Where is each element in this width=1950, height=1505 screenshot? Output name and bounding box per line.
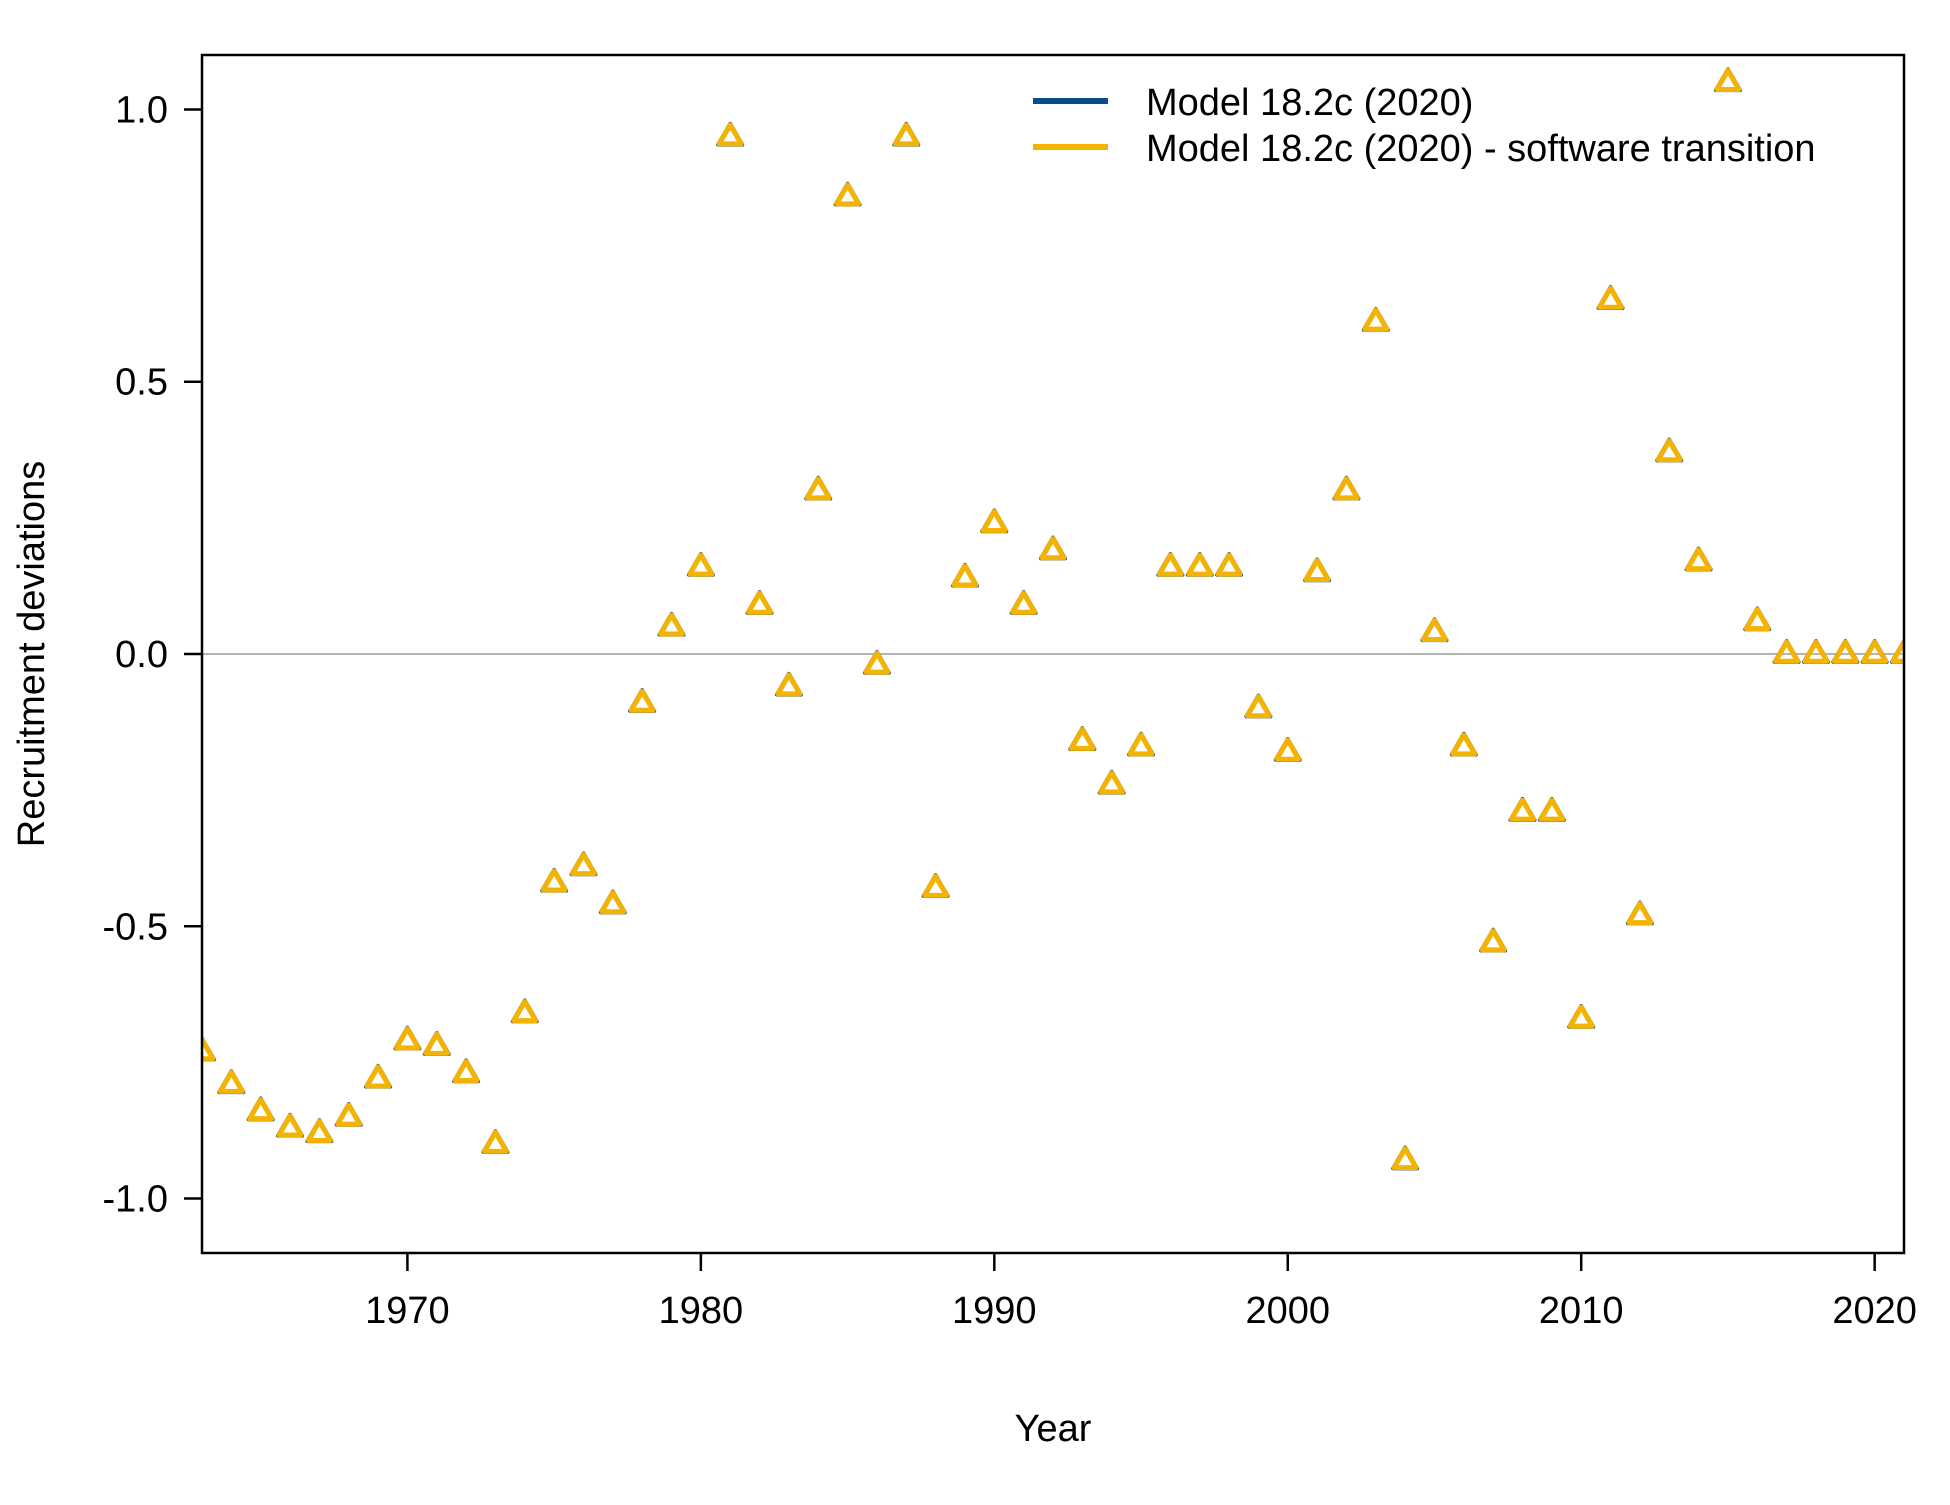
y-tick-label: -0.5 bbox=[103, 906, 168, 948]
x-tick-label: 2020 bbox=[1832, 1290, 1917, 1332]
data-point-series-2 bbox=[1773, 639, 1801, 664]
data-point-series-2 bbox=[1186, 552, 1214, 577]
data-point-series-2 bbox=[217, 1069, 245, 1094]
data-point-series-2 bbox=[834, 182, 862, 207]
y-tick-label: 0.5 bbox=[115, 362, 168, 404]
data-point-series-2 bbox=[1509, 797, 1537, 822]
y-axis-label: Recruitment deviations bbox=[11, 461, 53, 848]
data-point-series-2 bbox=[569, 852, 597, 877]
data-point-series-2 bbox=[1244, 694, 1272, 719]
data-point-series-2 bbox=[1215, 552, 1243, 577]
data-point-series-2 bbox=[305, 1118, 333, 1143]
data-point-series-2 bbox=[452, 1058, 480, 1084]
y-tick-label: 0.0 bbox=[115, 634, 168, 676]
data-point-series-2 bbox=[1802, 639, 1830, 664]
data-point-series-2 bbox=[1890, 639, 1904, 664]
x-tick-label: 1980 bbox=[659, 1290, 744, 1332]
data-point-series-2 bbox=[1420, 617, 1448, 642]
x-axis-ticks: 1970 1980 1990 2000 2010 2020 bbox=[365, 1253, 1917, 1332]
data-point-series-2 bbox=[481, 1129, 509, 1154]
y-tick-label: 1.0 bbox=[115, 89, 168, 131]
data-point-series-2 bbox=[1068, 726, 1096, 751]
data-point-series-2 bbox=[1156, 552, 1184, 577]
data-point-series-2 bbox=[922, 873, 950, 898]
data-point-series-2 bbox=[511, 999, 539, 1024]
data-point-series-2 bbox=[1567, 1004, 1595, 1029]
data-point-series-2 bbox=[775, 672, 803, 697]
data-point-series-2 bbox=[687, 552, 715, 577]
legend-label-series-2: Model 18.2c (2020) - software transition bbox=[1146, 128, 1816, 170]
data-point-series-2 bbox=[1685, 547, 1713, 572]
x-tick-label: 2000 bbox=[1245, 1290, 1330, 1332]
data-point-series-2 bbox=[746, 590, 774, 615]
data-point-series-2 bbox=[202, 1037, 216, 1062]
data-point-series-2 bbox=[804, 476, 832, 501]
data-point-series-2 bbox=[540, 868, 568, 893]
data-point-series-2 bbox=[335, 1102, 363, 1127]
legend-label-series-1: Model 18.2c (2020) bbox=[1146, 82, 1473, 124]
x-tick-label: 1970 bbox=[365, 1290, 450, 1332]
data-point-series-2 bbox=[1479, 928, 1507, 953]
data-point-series-2 bbox=[1274, 737, 1302, 762]
data-point-series-2 bbox=[393, 1026, 421, 1051]
data-point-series-2 bbox=[1391, 1146, 1419, 1171]
data-point-series-2 bbox=[1332, 476, 1360, 501]
data-points bbox=[202, 67, 1904, 1171]
data-point-series-2 bbox=[1538, 797, 1566, 822]
data-point-series-2 bbox=[364, 1064, 392, 1089]
data-point-series-2 bbox=[1831, 639, 1859, 664]
x-tick-label: 2010 bbox=[1539, 1290, 1624, 1332]
data-point-series-2 bbox=[658, 612, 686, 637]
data-point-series-2 bbox=[423, 1031, 451, 1056]
data-point-series-2 bbox=[1303, 558, 1331, 583]
data-point-series-2 bbox=[1098, 770, 1126, 795]
data-point-series-2 bbox=[1861, 639, 1889, 664]
x-axis-label: Year bbox=[1015, 1408, 1092, 1450]
data-point-series-2 bbox=[863, 650, 891, 675]
data-point-series-2 bbox=[247, 1097, 275, 1122]
data-point-series-2 bbox=[1010, 590, 1038, 615]
data-point-series-2 bbox=[1626, 901, 1654, 926]
plot-frame bbox=[200, 53, 1906, 1255]
data-point-series-2 bbox=[1597, 285, 1625, 310]
data-point-series-2 bbox=[1127, 732, 1155, 757]
data-point-series-2 bbox=[628, 688, 656, 713]
data-point-series-2 bbox=[1362, 307, 1390, 332]
legend: Model 18.2c (2020) Model 18.2c (2020) - … bbox=[1033, 82, 1816, 170]
data-point-series-2 bbox=[276, 1113, 304, 1138]
data-point-series-2 bbox=[599, 890, 627, 915]
data-point-series-2 bbox=[892, 122, 920, 147]
y-axis-ticks: -1.0 -0.5 0.0 0.5 1.0 bbox=[103, 89, 202, 1221]
data-point-series-2 bbox=[1714, 67, 1742, 92]
data-point-series-2 bbox=[1655, 438, 1683, 463]
x-tick-label: 1990 bbox=[952, 1290, 1037, 1332]
data-point-series-2 bbox=[716, 122, 744, 147]
data-point-series-2 bbox=[980, 508, 1008, 534]
y-tick-label: -1.0 bbox=[103, 1179, 168, 1221]
data-point-series-2 bbox=[951, 563, 979, 588]
data-point-series-2 bbox=[1450, 732, 1478, 757]
data-point-series-2 bbox=[1039, 536, 1067, 561]
data-point-series-2 bbox=[1743, 607, 1771, 632]
